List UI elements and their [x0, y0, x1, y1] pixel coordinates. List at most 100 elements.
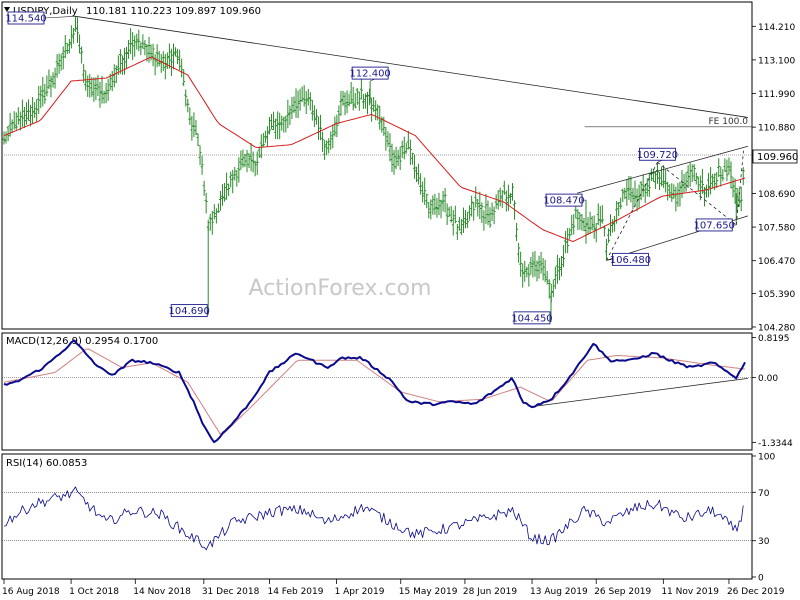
- ohlc-bar: [423, 177, 427, 205]
- ohlc-bar: [402, 136, 406, 160]
- ohlc-bar: [396, 149, 400, 167]
- marker-text: 106.480: [610, 255, 651, 266]
- ohlc-bar: [302, 85, 306, 107]
- macd-line: [3, 339, 746, 444]
- date-tick-label: 11 Nov 2019: [661, 587, 719, 597]
- ohlc-bar: [284, 115, 288, 133]
- macd-lines: [3, 339, 746, 444]
- ohlc-bar: [421, 181, 425, 203]
- ohlc-bar: [267, 117, 271, 135]
- ohlc-bar: [24, 102, 28, 125]
- ohlc-bar: [392, 149, 396, 175]
- ohlc-bar: [586, 217, 590, 235]
- price-marker-label: 114.540: [5, 11, 76, 25]
- ohlc-bar: [468, 205, 472, 221]
- ohlc-bar: [167, 43, 171, 69]
- ohlc-bar: [141, 34, 145, 49]
- ohlc-bar: [455, 223, 459, 240]
- ohlc-bar: [71, 28, 75, 44]
- rsi-lines: [3, 486, 744, 551]
- ohlc-bar: [474, 186, 478, 208]
- ohlc-bar: [729, 161, 733, 189]
- ohlc-bar: [122, 47, 126, 75]
- marker-text: 109.720: [637, 150, 678, 161]
- rsi-title: RSI(14) 60.0853: [6, 458, 87, 469]
- ohlc-bar: [372, 96, 376, 112]
- date-tick-label: 28 Jun 2019: [463, 587, 517, 597]
- triangle-down-icon[interactable]: [4, 7, 10, 12]
- ma-polyline: [3, 57, 746, 243]
- trendlines: [75, 15, 749, 407]
- ohlc-bar: [276, 111, 280, 140]
- rsi-tick-label: 30: [758, 537, 770, 547]
- ohlc-bar: [690, 164, 694, 183]
- price-markers: 114.540 112.400 104.690 108.470 109.720 106.4…: [5, 11, 737, 324]
- ohlc-bar: [419, 173, 423, 195]
- ohlc-bar: [617, 202, 621, 217]
- date-tick-label: 13 Aug 2019: [530, 587, 588, 597]
- ohlc-bar: [55, 54, 59, 78]
- ohlc-bar: [427, 202, 431, 219]
- ohlc-bar: [631, 187, 635, 210]
- ohlc-bar: [506, 184, 510, 211]
- price-tick-label: 105.390: [758, 290, 795, 300]
- ohlc-bar: [223, 182, 227, 202]
- macd-tick-label: 0.8195: [758, 334, 790, 344]
- marker-text: 112.400: [349, 69, 390, 80]
- price-marker-label: 108.470: [543, 193, 587, 207]
- price-tick-label: 108.690: [758, 190, 795, 200]
- price-panel-frame: [1, 1, 753, 330]
- ohlc-bar: [541, 258, 545, 281]
- chart-ohlc: 110.181 110.223 109.897 109.960: [86, 6, 261, 17]
- ohlc-bar: [178, 49, 182, 71]
- price-tick-label: 113.100: [758, 56, 795, 66]
- ohlc-bar: [84, 70, 88, 91]
- ohlc-bar: [282, 116, 286, 133]
- ohlc-bar: [508, 192, 512, 204]
- ohlc-bar: [592, 215, 596, 239]
- ohlc-bar: [398, 146, 402, 171]
- last-price-tag: 109.960: [752, 149, 798, 164]
- price-tick-label: 106.470: [758, 257, 795, 267]
- ohlc-bar: [51, 72, 55, 88]
- ohlc-bar: [357, 91, 361, 111]
- ohlc-bar: [692, 164, 696, 181]
- ohlc-bar: [486, 200, 490, 225]
- ohlc-bar: [314, 109, 318, 125]
- date-tick-label: 14 Feb 2019: [267, 587, 323, 597]
- ohlc-bar: [696, 176, 700, 191]
- ohlc-bar: [653, 171, 657, 190]
- ohlc-bar: [292, 96, 296, 113]
- ohlc-bar: [453, 205, 457, 224]
- ohlc-bar: [43, 84, 47, 104]
- ohlc-bar: [674, 186, 678, 212]
- ohlc-bar: [333, 116, 337, 137]
- ohlc-bar: [14, 112, 18, 130]
- ohlc-bar: [627, 175, 631, 201]
- ohlc-bar: [210, 210, 214, 235]
- ohlc-bar: [235, 169, 239, 187]
- ohlc-bar: [192, 112, 196, 138]
- ohlc-bar: [169, 48, 173, 77]
- ohlc-bar: [570, 215, 574, 235]
- ohlc-bar: [590, 215, 594, 231]
- date-x-axis: 16 Aug 2018 1 Oct 2018 14 Nov 2018 31 Dec 2…: [2, 579, 785, 597]
- ohlc-bar: [186, 98, 190, 113]
- ohlc-bar: [239, 150, 243, 170]
- watermark: ActionForex.com: [249, 276, 432, 301]
- ohlc-bar: [47, 69, 51, 90]
- ohlc-bar: [480, 202, 484, 224]
- ohlc-bar: [551, 279, 555, 298]
- ohlc-bar: [555, 254, 559, 284]
- ohlc-bar: [308, 92, 312, 111]
- ohlc-bar: [33, 102, 37, 118]
- ohlc-bar: [363, 93, 367, 109]
- rsi-tick-label: 70: [758, 489, 770, 499]
- ohlc-bar: [560, 255, 564, 277]
- ohlc-bar: [171, 43, 175, 70]
- ohlc-bar: [118, 49, 122, 74]
- ohlc-bar: [325, 140, 329, 156]
- ohlc-bar: [390, 143, 394, 172]
- ohlc-bar: [711, 173, 715, 189]
- ohlc-bar: [715, 171, 719, 188]
